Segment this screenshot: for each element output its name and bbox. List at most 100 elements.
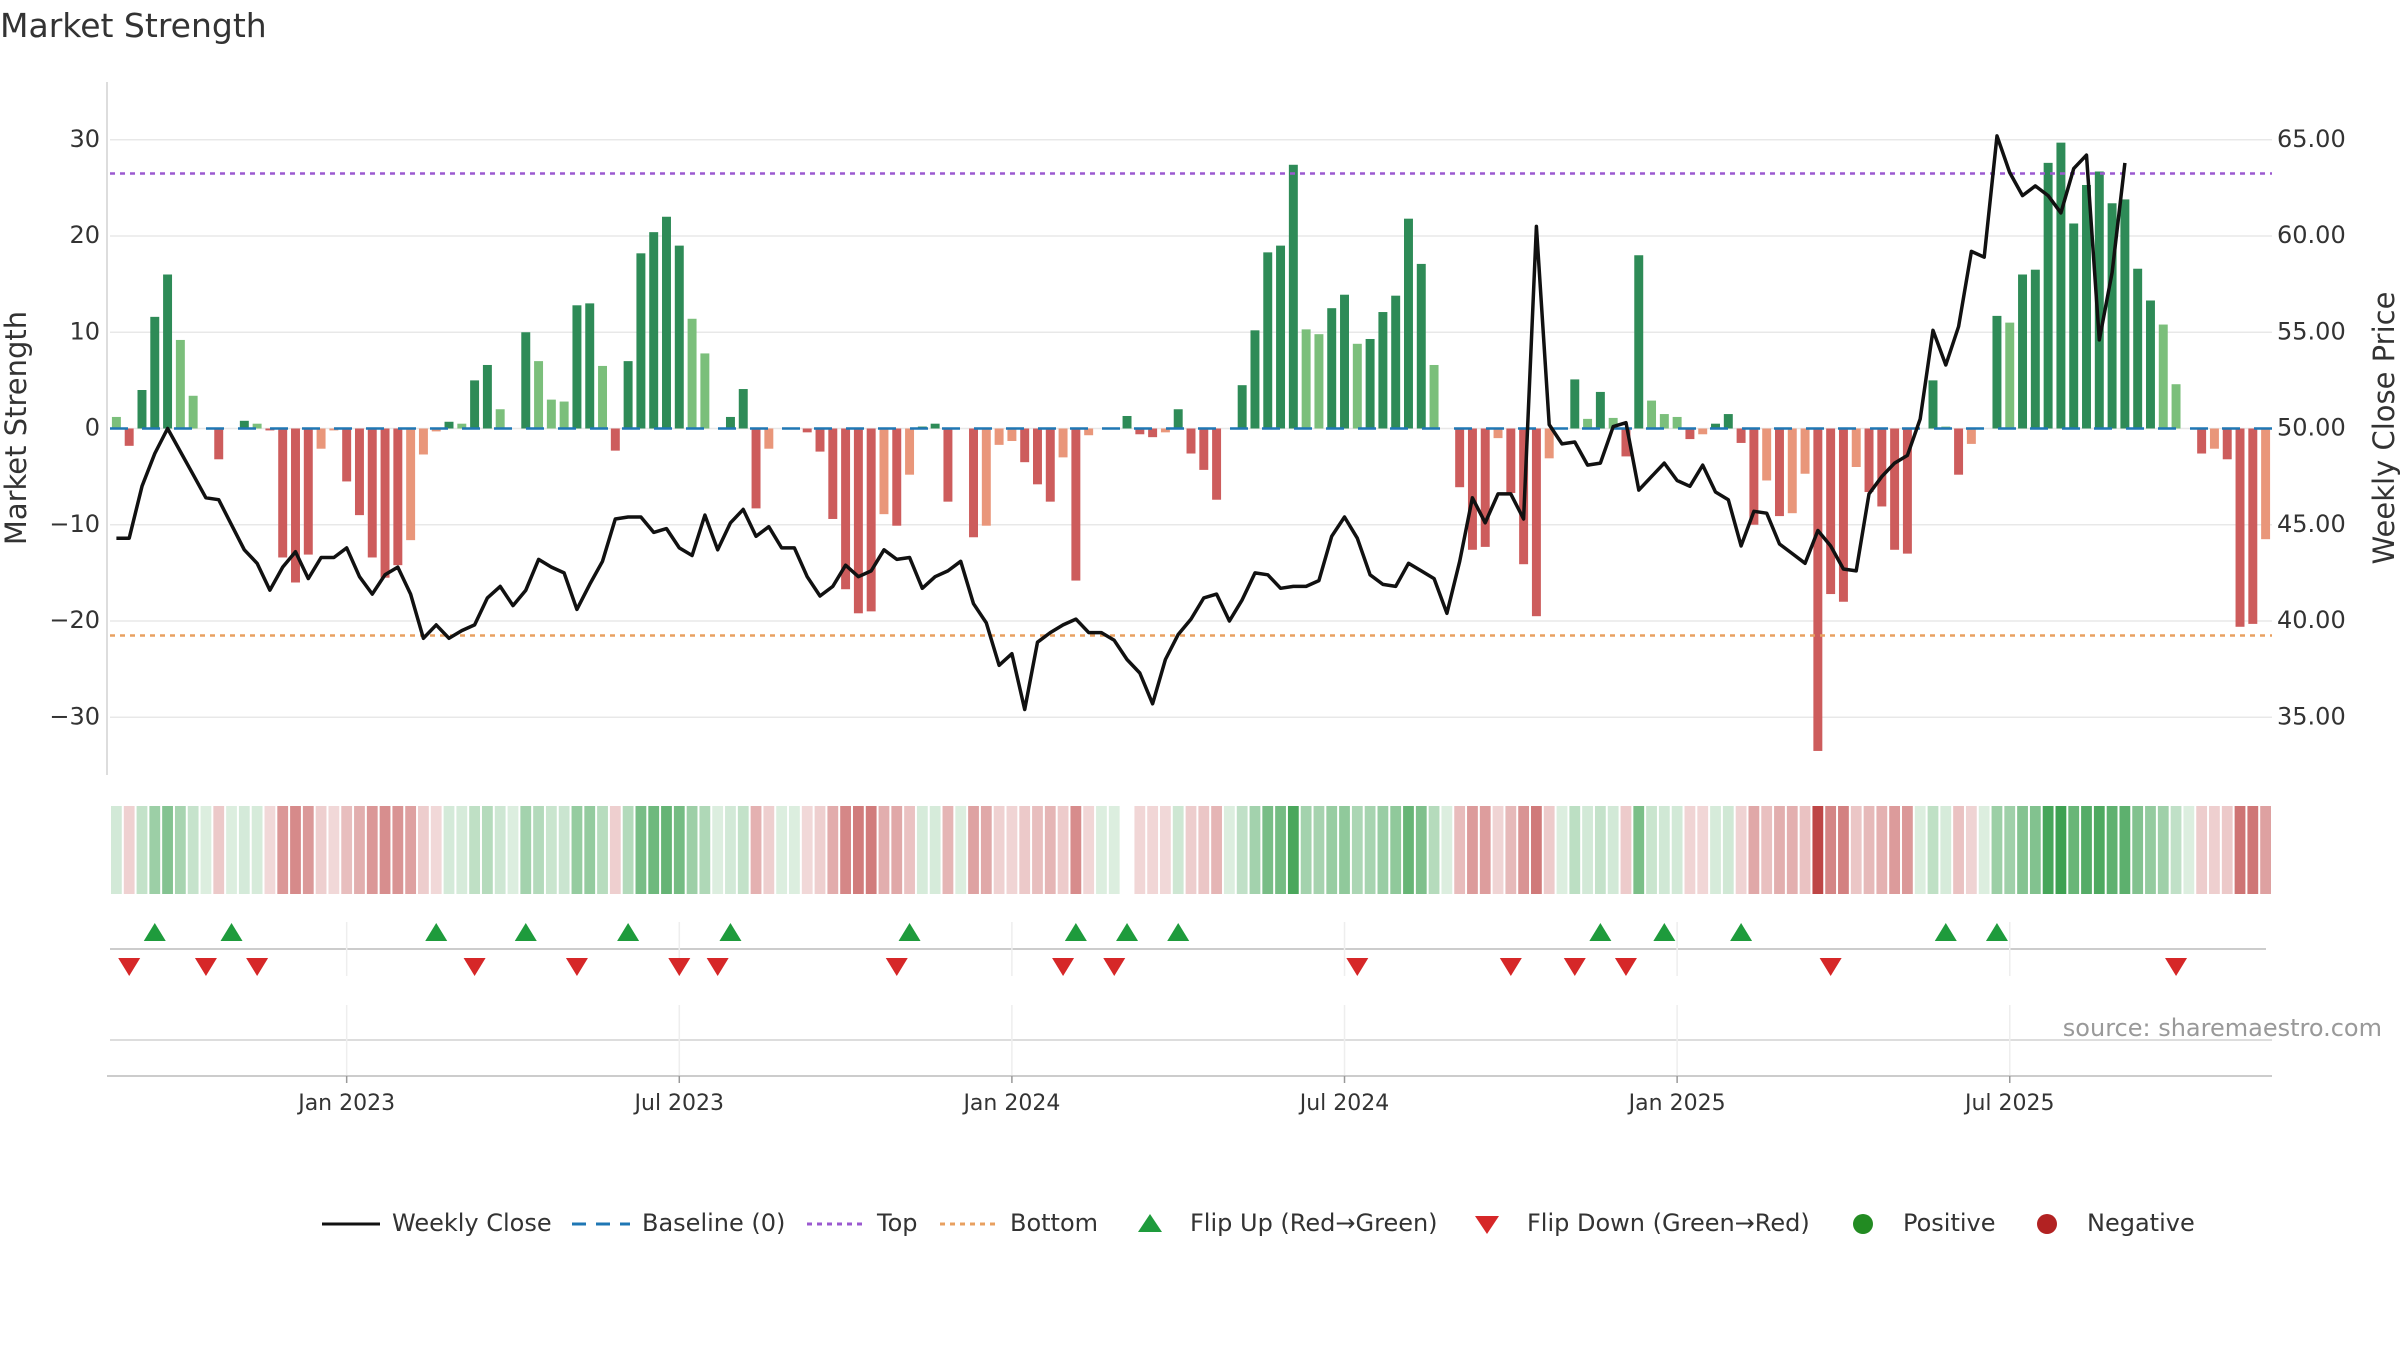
heat-cell [699,806,711,894]
heat-cell [481,806,493,894]
heat-cell [1019,806,1031,894]
heat-cell [1160,806,1171,894]
strength-bar [2145,300,2155,429]
strength-bar [1544,428,1554,459]
heat-cell [2260,806,2271,894]
strength-bar [751,428,761,509]
strength-bar [482,364,492,429]
heat-cell [290,806,301,894]
flip-up-marker [425,923,448,941]
flip-up-marker [719,923,742,941]
strength-bar [1954,428,1964,475]
strength-bar [2043,162,2053,429]
strength-bar [470,380,480,429]
heat-cell [1594,806,1606,894]
strength-bar [1800,428,1810,474]
heat-cell [1339,806,1350,894]
strength-bar [367,428,377,558]
heat-cell [2068,806,2080,894]
strength-bar [1493,428,1503,439]
strength-bar [1467,428,1477,550]
flip-down-marker [194,958,217,976]
strength-bar [1672,416,1682,429]
right-tick-label: 65.00 [2277,125,2346,153]
heat-cell [776,806,788,894]
heat-cell [648,806,660,894]
heat-cell [1326,806,1338,894]
flip-down-marker [2165,958,2188,976]
strength-bar [572,305,582,429]
heat-cell [686,806,698,894]
strength-bar [879,428,889,515]
heat-cell [1543,806,1555,894]
strength-bar [175,339,185,429]
heat-cell [1364,806,1376,894]
strength-bar [291,428,300,583]
heat-cell [1198,806,1210,894]
strength-bar [1237,385,1247,429]
strength-bar [2248,428,2258,624]
heat-cell [392,806,404,894]
heat-cell [2093,806,2105,894]
strength-bar [1276,245,1286,429]
strength-bar [1774,428,1784,517]
left-tick-label: −10 [49,510,100,538]
left-tick-label: 20 [69,221,100,249]
heat-cell [1441,806,1453,894]
strength-bar [905,428,915,475]
heat-cell [673,806,685,894]
strength-bar [1186,428,1196,454]
strength-bar [674,245,684,429]
flip-down-marker [885,958,908,976]
strength-bar [1135,428,1145,435]
flip-up-marker [143,923,166,941]
flip-up-marker [1167,923,1190,941]
heat-cell [1185,806,1197,894]
heat-cell [904,806,915,894]
heat-cell [1275,806,1286,894]
heat-cell [136,806,148,894]
heat-cell [942,806,954,894]
heat-cell [456,806,468,894]
source-credit: source: sharemaestro.com [2062,1014,2382,1042]
heat-cell [955,806,967,894]
strength-bar [1531,428,1541,617]
flip-up-marker [1589,923,1612,941]
heat-cell [1620,806,1632,894]
heat-cell [558,806,570,894]
x-tick-label: Jul 2023 [633,1091,725,1116]
heat-cell [1518,806,1530,894]
strength-bar [265,428,275,431]
legend-label: Positive [1903,1209,1996,1237]
strength-bar [725,416,735,429]
strength-bar [1160,428,1170,433]
heat-cell [597,806,608,894]
heat-cell [1147,806,1159,894]
strength-bar [354,428,364,516]
heat-cell [1390,806,1402,894]
strength-bar [853,428,863,614]
strength-bar [252,423,262,429]
strength-bar [2018,274,2028,429]
heat-cell [635,806,647,894]
heat-cell [238,806,250,894]
heat-cell [1684,806,1696,894]
strength-bar [1340,294,1349,429]
heat-cell [993,806,1005,894]
strength-bar [1404,218,1413,429]
left-tick-label: 10 [69,317,100,345]
heat-cell [1914,806,1926,894]
strength-bar [1506,428,1516,493]
heat-cell [1556,806,1568,894]
flip-down-marker [1563,958,1586,976]
heat-cell [725,806,736,894]
heat-cell [1223,806,1235,894]
heat-cell [2132,806,2144,894]
strength-bar [841,428,851,590]
flip-down-marker [463,958,486,976]
strength-bar [1288,164,1298,429]
heat-cell [2196,806,2208,894]
x-tick-label: Jul 2024 [1298,1091,1390,1116]
strength-bar [2158,324,2168,429]
heat-cell [1134,806,1146,894]
